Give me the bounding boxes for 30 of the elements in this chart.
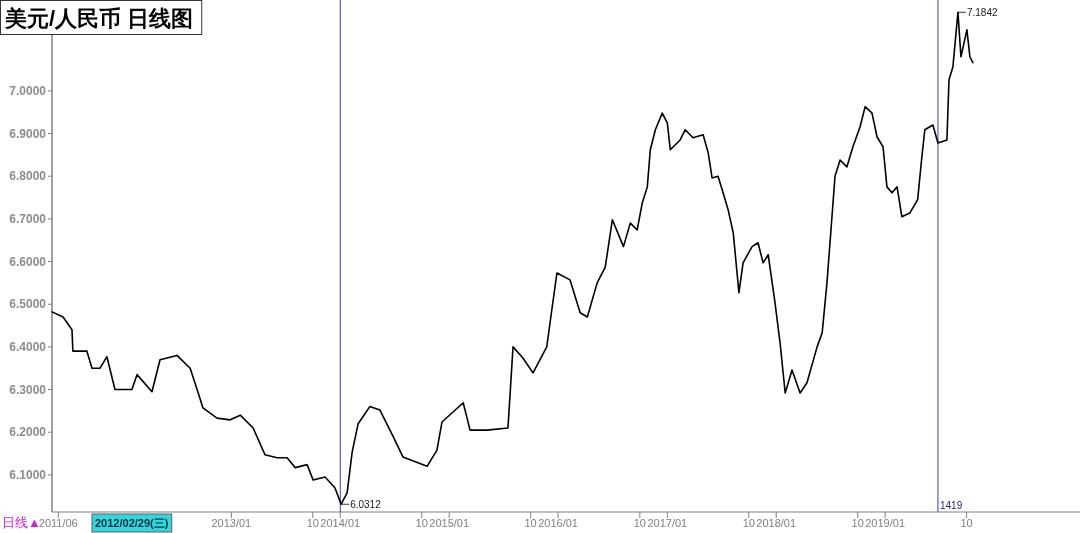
x-tick-label: 10 [306,517,319,529]
x-tick-label: 2013/01 [211,517,252,529]
x-tick-label: 10 [742,517,755,529]
chart-title: 美元/人民币 日线图 [4,6,194,31]
y-tick-label: 6.1000 [9,467,47,482]
y-tick-label: 7.0000 [9,83,47,98]
x-tick-label: 10 [633,517,646,529]
y-tick-label: 6.6000 [9,254,47,269]
x-tick-label: 2018/01 [756,517,797,529]
x-tick-label: 10 [524,517,537,529]
y-tick-label: 6.2000 [9,425,47,440]
x-tick-label: 2016/01 [538,517,578,529]
annotation: 1419 [939,500,963,511]
y-tick-label: 6.7000 [9,211,47,226]
x-tick-label: 2015/01 [429,517,470,529]
y-tick-label: 6.5000 [9,297,47,312]
x-tick-label: 2017/01 [647,517,688,529]
x-tick-label: 10 [415,517,428,529]
annotation: 7.1842 [966,7,998,19]
y-tick-label: 6.8000 [9,169,47,184]
x-tick-label: 2014/01 [320,517,361,529]
y-tick-label: 6.9000 [9,126,47,141]
y-tick-label: 6.3000 [9,382,47,397]
x-tick-label: 2019/01 [865,517,906,529]
x-tick-label: 10 [851,517,864,529]
annotation: 6.0312 [350,499,382,511]
x-tick-label: 10 [960,517,973,529]
text: 2012/02/29(三) [95,517,169,529]
y-tick-label: 6.4000 [9,339,47,354]
x-tick-label: 2011/06 [38,517,78,529]
